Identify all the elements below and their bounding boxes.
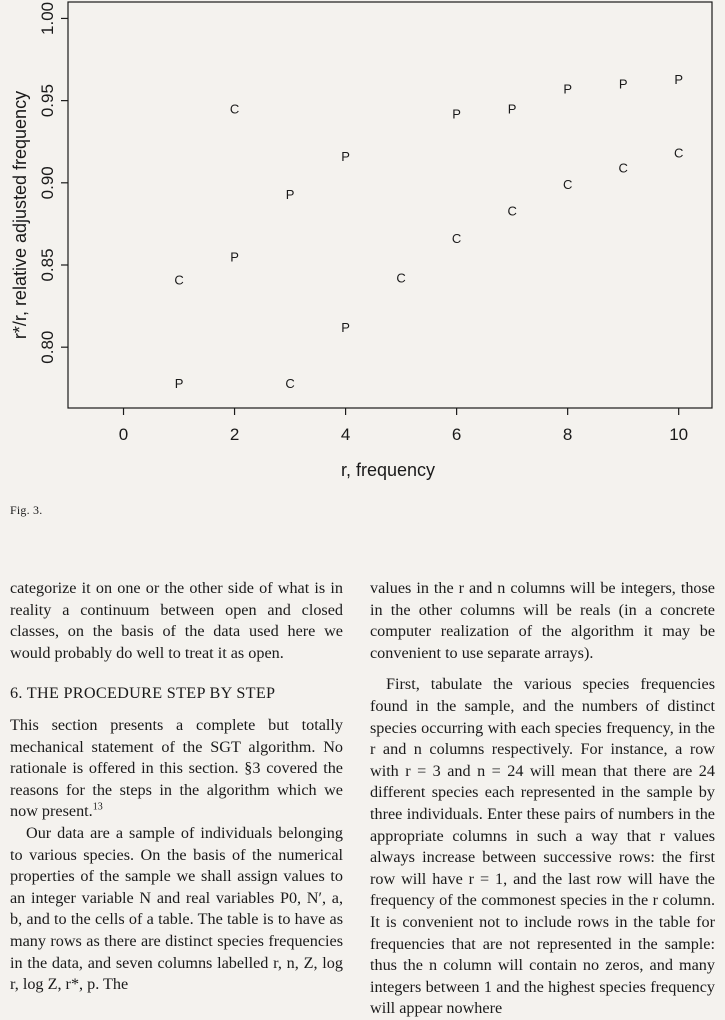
- data-point-c: C: [285, 376, 294, 391]
- x-tick-label: 8: [563, 425, 572, 444]
- plot-frame: [67, 1, 713, 409]
- section-heading: 6. THE PROCEDURE STEP BY STEP: [10, 684, 276, 703]
- x-tick-label: 0: [119, 425, 128, 444]
- right-column: values in the r and n columns will be in…: [370, 578, 715, 1020]
- data-points: P P P P P P P P P P C C C C C C C C C: [174, 72, 683, 391]
- y-tick-label: 0.95: [38, 84, 57, 117]
- data-point-p: P: [341, 320, 350, 335]
- data-point-p: P: [619, 77, 628, 92]
- data-point-p: P: [341, 149, 350, 164]
- paragraph: values in the r and n columns will be in…: [370, 579, 715, 662]
- data-point-c: C: [674, 146, 683, 161]
- x-axis-label: r, frequency: [341, 460, 435, 480]
- paragraph: First, tabulate the various species freq…: [370, 675, 715, 1018]
- paragraph: Our data are a sample of individuals bel…: [10, 823, 343, 994]
- data-point-c: C: [174, 272, 183, 287]
- y-tick-label: 0.90: [38, 166, 57, 199]
- y-tick-label: 0.85: [38, 248, 57, 281]
- data-point-c: C: [507, 203, 516, 218]
- data-point-p: P: [175, 376, 184, 391]
- paragraph: categorize it on one or the other side o…: [10, 579, 343, 662]
- x-tick-label: 6: [452, 425, 461, 444]
- plot-border: [67, 1, 713, 409]
- data-point-p: P: [286, 187, 295, 202]
- y-tick-label: 0.80: [38, 331, 57, 364]
- x-tick-label: 10: [669, 425, 688, 444]
- data-point-c: C: [230, 101, 239, 116]
- x-tick-label: 4: [341, 425, 350, 444]
- paragraph: This section presents a complete but tot…: [10, 715, 343, 823]
- data-point-p: P: [230, 249, 239, 264]
- x-axis: 0 2 4 6 8 10: [119, 408, 688, 444]
- data-point-p: P: [563, 82, 572, 97]
- data-point-c: C: [396, 271, 405, 286]
- data-point-p: P: [452, 106, 461, 121]
- y-axis: 0.80 0.85 0.90 0.95 1.00: [38, 2, 68, 364]
- data-point-c: C: [563, 177, 572, 192]
- figure-caption: Fig. 3.: [10, 503, 43, 517]
- data-point-p: P: [674, 72, 683, 87]
- paragraph-text: This section presents a complete but tot…: [10, 715, 343, 821]
- data-point-p: P: [508, 101, 517, 116]
- data-point-c: C: [618, 161, 627, 176]
- figure-3: 0 2 4 6 8 10 0.80 0.85 0.90 0.95 1.00 P P P P P P P P P P C…: [10, 1, 713, 517]
- y-axis-label: r*/r, relative adjusted frequency: [10, 91, 30, 339]
- left-column: categorize it on one or the other side o…: [10, 578, 343, 996]
- x-tick-label: 2: [230, 425, 239, 444]
- y-tick-label: 1.00: [38, 2, 57, 35]
- scatter-plot: 0 2 4 6 8 10 0.80 0.85 0.90 0.95 1.00 P P P P P P P P P P C…: [10, 1, 713, 480]
- data-point-c: C: [452, 231, 461, 246]
- footnote-marker: 13: [92, 801, 103, 813]
